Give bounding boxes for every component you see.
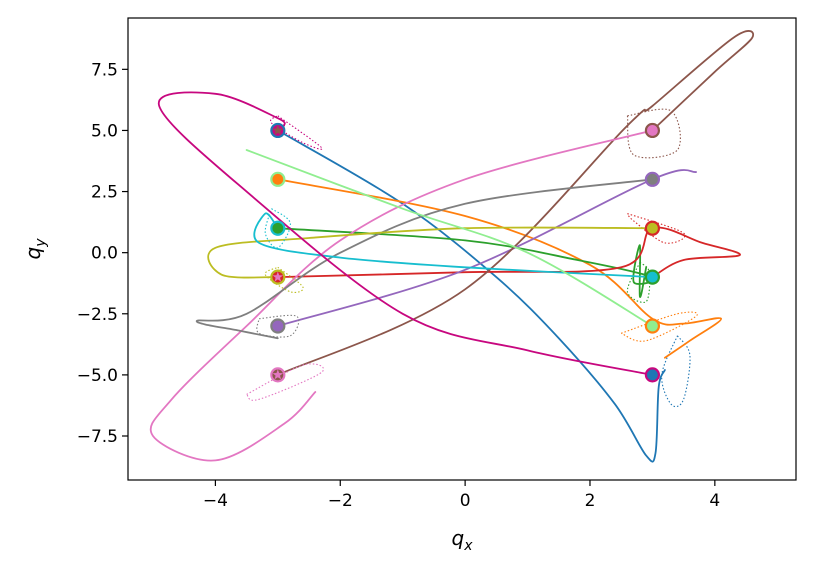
start-star-12 — [647, 369, 658, 380]
trajectory-10-dotted-orbit — [264, 208, 291, 249]
start-star-11 — [647, 320, 658, 331]
x-tick-label: −4 — [203, 491, 228, 511]
y-axis-label-sub: y — [33, 238, 49, 248]
trajectory-11-line — [158, 91, 654, 376]
y-axis-ticks: −7.5 −5.0 −2.5 0.0 2.5 5.0 7.5 — [77, 60, 128, 447]
trajectory-1-dotted-orbit — [661, 335, 691, 408]
start-star-5 — [272, 320, 284, 331]
start-star-7 — [647, 124, 658, 135]
y-tick-label: −7.5 — [77, 427, 118, 447]
trajectory-7-line — [149, 129, 654, 462]
trajectory-12-line — [245, 149, 654, 327]
x-axis-ticks: −4 −2 0 2 4 — [203, 480, 720, 511]
start-star-6 — [272, 369, 284, 380]
start-star-8 — [647, 173, 658, 184]
x-tick-label: 2 — [585, 491, 596, 511]
trajectory-5-line — [276, 169, 697, 327]
y-axis-label-base: q — [21, 247, 45, 260]
plot-frame — [127, 17, 797, 481]
trajectory-11-dotted-orbit — [270, 115, 323, 150]
trajectory-8-line — [195, 178, 654, 340]
x-axis-label-sub: x — [463, 538, 473, 554]
start-star-9 — [647, 222, 658, 233]
trajectory-6-dotted-orbit — [626, 108, 681, 159]
x-axis-label: qx — [452, 526, 474, 554]
trajectory-10-line — [253, 212, 654, 278]
trajectory-4-dotted-orbit — [626, 213, 686, 244]
y-tick-label: 5.0 — [91, 121, 118, 141]
x-tick-label: 4 — [709, 491, 720, 511]
y-tick-label: −5.0 — [77, 366, 118, 386]
start-star-1 — [272, 124, 284, 135]
y-tick-label: −2.5 — [77, 305, 118, 325]
series-layer — [149, 30, 754, 463]
trajectory-8-dotted-orbit — [256, 314, 300, 338]
marker-layer — [270, 122, 661, 383]
trajectory-2-dotted-orbit — [620, 311, 698, 342]
y-tick-label: 0.0 — [91, 244, 118, 264]
y-axis-label: qy — [21, 238, 49, 260]
start-star-3 — [272, 222, 284, 233]
x-tick-label: −2 — [328, 491, 353, 511]
trajectory-9-line — [207, 226, 654, 279]
trajectory-7-dotted-orbit — [246, 363, 324, 401]
start-star-4 — [272, 271, 284, 282]
trajectory-6-line — [276, 30, 754, 376]
start-star-2 — [272, 173, 284, 184]
x-tick-label: 0 — [460, 491, 471, 511]
y-tick-label: 7.5 — [91, 60, 118, 80]
start-star-10 — [647, 271, 658, 282]
y-tick-label: 2.5 — [91, 183, 118, 203]
x-axis-label-base: q — [452, 526, 465, 550]
